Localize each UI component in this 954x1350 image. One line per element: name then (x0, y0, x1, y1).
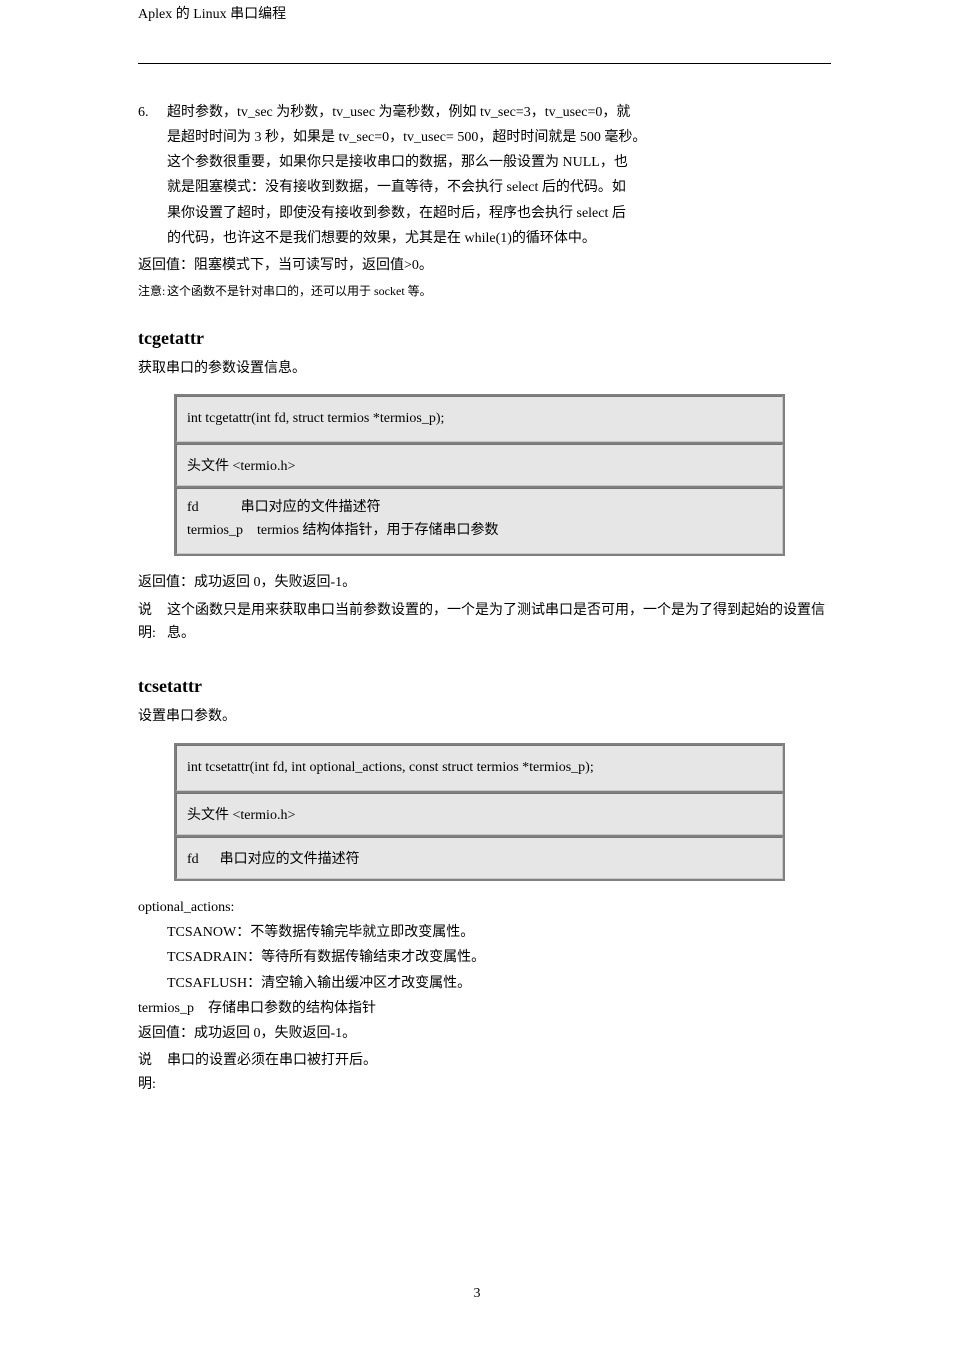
note-marker: 说明: (138, 599, 167, 647)
opt-line: TCSANOW：不等数据传输完毕就立即改变属性。 (138, 920, 831, 945)
note-marker: 说明: (138, 1049, 167, 1097)
text-line: 果你设置了超时，即使没有接收到参数，在超时后，程序也会执行 select 后 (167, 201, 831, 226)
note-body: 串口的设置必须在串口被打开后。 (167, 1049, 831, 1097)
opt-label: optional_actions: (138, 895, 831, 920)
opt-line: TCSADRAIN：等待所有数据传输结束才改变属性。 (138, 945, 831, 970)
text-line: 的代码，也许这不是我们想要的效果，尤其是在 while(1)的循环体中。 (167, 226, 831, 251)
note-marker: 注意: (138, 281, 167, 301)
table-cell-params: fd 串口对应的文件描述符 (177, 838, 782, 878)
page-header: Aplex 的 Linux 串口编程 (138, 6, 831, 25)
section-title-tcgetattr: tcgetattr (138, 328, 831, 349)
return-text: 返回值：成功返回 0，失败返回-1。 (138, 570, 831, 595)
table-cell-signature: int tcsetattr(int fd, int optional_actio… (177, 746, 782, 790)
table-cell-header: 头文件 <termio.h> (177, 445, 782, 485)
text-line: 这个参数很重要，如果你只是接收串口的数据，那么一般设置为 NULL，也 (167, 150, 831, 175)
table-cell-header: 头文件 <termio.h> (177, 794, 782, 834)
note-body: 这个函数不是针对串口的，还可以用于 socket 等。 (167, 281, 831, 301)
note-row: 注意: 这个函数不是针对串口的，还可以用于 socket 等。 (138, 281, 831, 301)
list-body: 超时参数，tv_sec 为秒数，tv_usec 为毫秒数，例如 tv_sec=3… (167, 100, 831, 251)
return-text: 返回值：阻塞模式下，当可读写时，返回值>0。 (138, 253, 831, 278)
list-item-6: 6. 超时参数，tv_sec 为秒数，tv_usec 为毫秒数，例如 tv_se… (138, 100, 831, 251)
api-table-tcsetattr: int tcsetattr(int fd, int optional_actio… (174, 743, 785, 881)
section-sub-tcsetattr: 设置串口参数。 (138, 705, 831, 729)
section-title-tcsetattr: tcsetattr (138, 676, 831, 697)
text-line: 就是阻塞模式：没有接收到数据，一直等待，不会执行 select 后的代码。如 (167, 175, 831, 200)
text-line: 超时参数，tv_sec 为秒数，tv_usec 为毫秒数，例如 tv_sec=3… (167, 100, 831, 125)
note-body: 这个函数只是用来获取串口当前参数设置的，一个是为了测试串口是否可用，一个是为了得… (167, 599, 831, 647)
param-line: fd 串口对应的文件描述符 (187, 496, 381, 519)
table-cell-params: fd 串口对应的文件描述符 termios_p termios 结构体指针，用于… (177, 489, 782, 553)
table-cell-signature: int tcgetattr(int fd, struct termios *te… (177, 397, 782, 441)
api-table-tcgetattr: int tcgetattr(int fd, struct termios *te… (174, 394, 785, 556)
page-number: 3 (0, 1286, 954, 1302)
section-sub-tcgetattr: 获取串口的参数设置信息。 (138, 357, 831, 381)
list-marker: 6. (138, 100, 167, 251)
return-text: 返回值：成功返回 0，失败返回-1。 (138, 1021, 831, 1046)
header-rule (138, 63, 831, 64)
text-line: 是超时时间为 3 秒，如果是 tv_sec=0，tv_usec= 500，超时时… (167, 125, 831, 150)
param-line: termios_p 存储串口参数的结构体指针 (138, 996, 831, 1021)
opt-line: TCSAFLUSH：清空输入输出缓冲区才改变属性。 (138, 971, 831, 996)
param-line: termios_p termios 结构体指针，用于存储串口参数 (187, 519, 499, 542)
